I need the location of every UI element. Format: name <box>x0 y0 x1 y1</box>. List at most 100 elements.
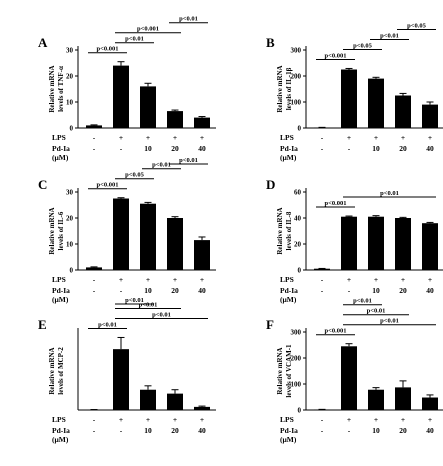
lps-condition: + <box>401 415 405 424</box>
y-tick-label: 30 <box>66 47 74 55</box>
lps-condition: + <box>200 133 204 142</box>
lps-label: LPS <box>52 275 66 284</box>
panel-letter: D <box>266 177 275 192</box>
bar <box>395 218 411 270</box>
panel-C: C Relative mRNA levels of IL-6 0 10 20 30 p<0.0… <box>38 157 216 304</box>
lps-condition: - <box>321 415 324 424</box>
y-tick-label: 0 <box>298 125 302 133</box>
lps-condition: + <box>146 275 150 284</box>
bar <box>395 387 411 410</box>
p-value-label: p<0.05 <box>125 172 144 179</box>
bar <box>167 393 183 410</box>
pd-ia-dose: 20 <box>399 286 407 295</box>
bar <box>314 268 330 270</box>
lps-condition: + <box>119 133 123 142</box>
unit-label: (μM) <box>52 295 69 304</box>
unit-label: (μM) <box>280 295 297 304</box>
pd-ia-dose: 20 <box>399 426 407 435</box>
pd-ia-dose: 20 <box>171 144 179 153</box>
pd-ia-dose: - <box>321 144 324 153</box>
p-value-label: p<0.01 <box>380 318 399 325</box>
pd-ia-dose: - <box>120 286 123 295</box>
lps-condition: - <box>321 275 324 284</box>
pd-ia-dose: 40 <box>426 286 434 295</box>
bar <box>140 86 156 128</box>
bar <box>422 223 438 270</box>
lps-condition: + <box>347 415 351 424</box>
p-value-label: p<0.01 <box>152 311 171 318</box>
panel-letter: F <box>266 317 274 332</box>
lps-condition: + <box>119 275 123 284</box>
pd-ia-dose: 20 <box>399 144 407 153</box>
pd-ia-dose: 10 <box>372 144 380 153</box>
pd-ia-dose: - <box>120 144 123 153</box>
y-axis-label: Relative mRNA <box>276 347 284 394</box>
lps-condition: + <box>173 133 177 142</box>
p-value-label: p<0.01 <box>125 36 144 43</box>
panel-letter: C <box>38 177 47 192</box>
lps-condition: + <box>374 415 378 424</box>
p-value-label: p<0.01 <box>367 308 386 315</box>
pd-ia-dose: - <box>348 426 351 435</box>
p-value-label: p<0.01 <box>98 321 117 328</box>
pd-ia-dose: 10 <box>144 286 152 295</box>
pd-ia-label: Pd-Ia <box>52 426 70 435</box>
lps-label: LPS <box>52 415 66 424</box>
panel-letter: B <box>266 35 275 50</box>
pd-ia-dose: - <box>348 144 351 153</box>
p-value-label: p<0.01 <box>139 301 158 308</box>
p-value-label: p<0.001 <box>325 200 347 207</box>
panel-A: A Relative mRNA levels of TNF-α 0 10 20 30 p<0.… <box>38 16 216 162</box>
y-tick-label: 0 <box>70 267 74 275</box>
lps-condition: + <box>428 415 432 424</box>
y-tick-label: 30 <box>66 189 74 197</box>
pd-ia-dose: - <box>93 426 96 435</box>
lps-condition: + <box>401 133 405 142</box>
lps-condition: + <box>146 133 150 142</box>
y-axis-label: levels of IL-6 <box>57 211 65 250</box>
lps-condition: - <box>93 275 96 284</box>
pd-ia-dose: - <box>93 144 96 153</box>
pd-ia-label: Pd-Ia <box>52 286 70 295</box>
lps-condition: + <box>428 133 432 142</box>
bar <box>194 117 210 128</box>
pd-ia-dose: - <box>348 286 351 295</box>
p-value-label: p<0.01 <box>179 157 198 164</box>
lps-label: LPS <box>280 415 294 424</box>
p-value-label: p<0.01 <box>353 298 372 305</box>
y-tick-label: 20 <box>294 241 302 249</box>
y-tick-label: 300 <box>291 329 302 337</box>
panel-letter: A <box>38 35 48 50</box>
panel-letter: E <box>38 317 47 332</box>
y-tick-label: 40 <box>294 215 302 223</box>
unit-label: (μM) <box>280 435 297 444</box>
pd-ia-dose: 10 <box>372 286 380 295</box>
y-axis-label: levels of TNF-α <box>57 66 65 112</box>
lps-condition: + <box>374 133 378 142</box>
pd-ia-dose: 10 <box>144 144 152 153</box>
bar <box>341 69 357 128</box>
pd-ia-dose: 10 <box>144 426 152 435</box>
bar <box>368 389 384 410</box>
y-axis-label: Relative mRNA <box>48 65 56 112</box>
pd-ia-dose: - <box>321 286 324 295</box>
lps-condition: + <box>200 415 204 424</box>
pd-ia-label: Pd-Ia <box>280 144 298 153</box>
y-axis-label: Relative mRNA <box>276 207 284 254</box>
pd-ia-dose: - <box>321 426 324 435</box>
y-axis-label: levels of IL-1β <box>285 67 293 110</box>
bar <box>86 125 102 128</box>
pd-ia-dose: - <box>120 426 123 435</box>
bar <box>140 203 156 270</box>
lps-condition: + <box>173 275 177 284</box>
p-value-label: p<0.01 <box>380 190 399 197</box>
bar <box>368 78 384 128</box>
y-tick-label: 0 <box>298 407 302 415</box>
lps-condition: + <box>347 275 351 284</box>
bar <box>368 216 384 270</box>
lps-label: LPS <box>280 275 294 284</box>
pd-ia-dose: 20 <box>171 426 179 435</box>
unit-label: (μM) <box>280 153 297 162</box>
bar <box>395 95 411 128</box>
pd-ia-dose: - <box>93 286 96 295</box>
